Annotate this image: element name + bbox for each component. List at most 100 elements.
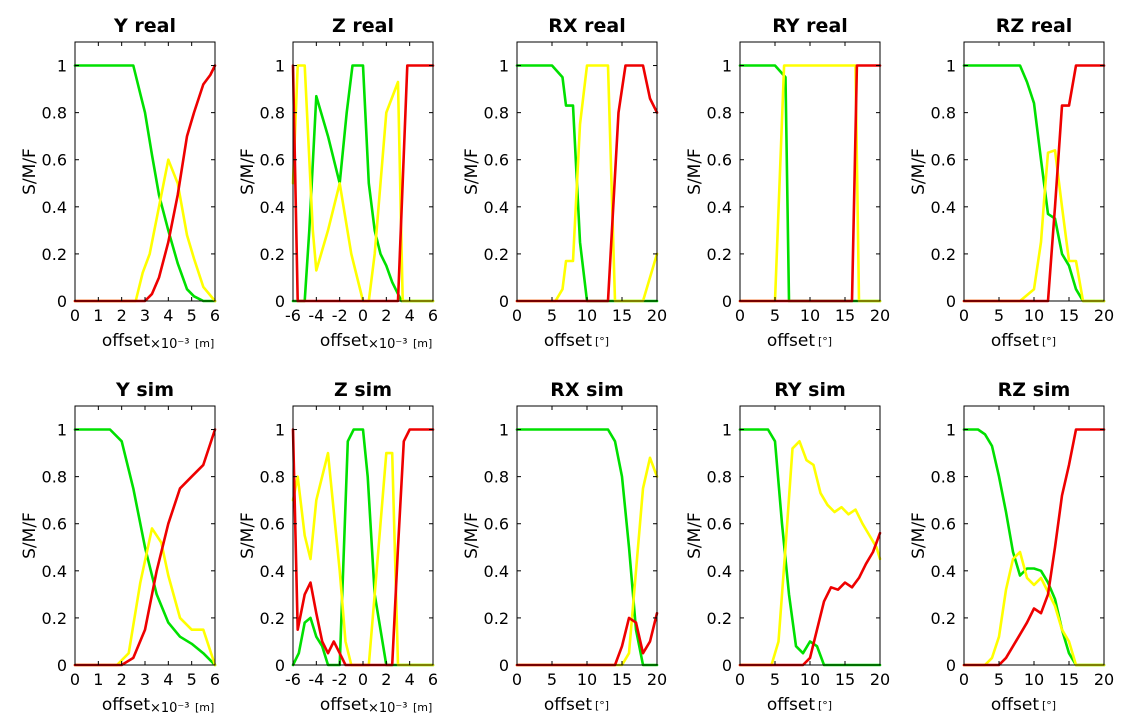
x-tick-label: 0 — [735, 670, 745, 689]
y-axis-label: S/M/F — [238, 512, 258, 559]
x-axis-label: offset — [544, 331, 592, 351]
y-tick-label: 0.2 — [931, 245, 956, 264]
x-tick-label: 20 — [1094, 306, 1114, 325]
y-tick-label: 0.6 — [260, 151, 285, 170]
x-tick-label: 0 — [959, 670, 969, 689]
x-tick-label: 1 — [93, 670, 103, 689]
x-tick-label: 4 — [163, 670, 173, 689]
x-axis-label: offset — [544, 695, 592, 715]
y-tick-label: 1 — [57, 57, 67, 76]
y-tick-label: 1 — [499, 57, 509, 76]
x-tick-label: 20 — [647, 306, 667, 325]
x-tick-label: 0 — [512, 306, 522, 325]
x-tick-label: 4 — [405, 306, 415, 325]
y-tick-label: 0.6 — [931, 515, 956, 534]
series-line-2 — [738, 531, 882, 667]
series-line-0 — [73, 428, 217, 667]
x-tick-label: 15 — [612, 670, 632, 689]
y-tick-label: 0.4 — [42, 198, 67, 217]
x-tick-label: 15 — [1059, 306, 1079, 325]
x-tick-label: 5 — [187, 670, 197, 689]
x-tick-label: 6 — [428, 670, 438, 689]
series-line-2 — [73, 428, 217, 667]
series-line-1 — [515, 64, 659, 303]
x-tick-label: 0 — [358, 306, 368, 325]
series-line-1 — [291, 451, 435, 667]
y-tick-label: 0.2 — [42, 609, 67, 628]
x-axis-unit: [°] — [1042, 335, 1056, 348]
x-tick-label: 3 — [140, 306, 150, 325]
y-tick-label: 0.2 — [484, 245, 509, 264]
y-tick-label: 0 — [722, 292, 732, 311]
x-axis-label: offset — [102, 695, 150, 715]
y-axis-label: S/M/F — [909, 512, 929, 559]
y-tick-label: 0.6 — [260, 515, 285, 534]
y-tick-label: 0.8 — [484, 104, 509, 123]
x-tick-label: 2 — [381, 670, 391, 689]
x-tick-label: 5 — [994, 670, 1004, 689]
y-tick-label: 0.8 — [260, 468, 285, 487]
y-axis-label: S/M/F — [20, 148, 40, 195]
y-tick-label: 0.8 — [707, 104, 732, 123]
axes-frame — [516, 41, 658, 302]
x-tick-label: 1 — [93, 306, 103, 325]
y-tick-label: 0 — [275, 656, 285, 675]
series-line-1 — [962, 149, 1106, 303]
y-tick-label: 0 — [722, 656, 732, 675]
x-tick-label: 5 — [770, 306, 780, 325]
x-axis-multiplier: ×10⁻³ — [368, 701, 408, 716]
y-tick-label: 1 — [499, 421, 509, 440]
y-tick-label: 1 — [722, 57, 732, 76]
x-tick-label: 15 — [1059, 670, 1079, 689]
series-line-0 — [73, 64, 217, 303]
x-tick-label: -4 — [308, 670, 324, 689]
x-tick-label: 20 — [647, 670, 667, 689]
x-axis-unit: [°] — [595, 699, 609, 712]
x-tick-label: 10 — [1024, 306, 1044, 325]
series-line-1 — [73, 158, 217, 303]
x-tick-label: 0 — [70, 306, 80, 325]
series-line-2 — [291, 64, 435, 303]
y-tick-label: 0.4 — [42, 562, 67, 581]
x-tick-label: -6 — [285, 306, 301, 325]
y-tick-label: 0.2 — [484, 609, 509, 628]
x-axis-unit: [°] — [818, 699, 832, 712]
y-tick-label: 1 — [722, 421, 732, 440]
y-tick-label: 0.4 — [707, 562, 732, 581]
series-line-0 — [738, 428, 882, 667]
x-axis-unit: [m] — [413, 337, 432, 350]
y-tick-label: 0.2 — [931, 609, 956, 628]
y-tick-label: 0 — [57, 656, 67, 675]
x-tick-label: 0 — [735, 306, 745, 325]
x-axis-label: offset — [320, 695, 368, 715]
y-tick-label: 1 — [57, 421, 67, 440]
subplot-z-sim: 00.20.40.60.81-6 -4 -2 0 2 4 6Z simS/M/Foffset… — [238, 379, 438, 716]
y-tick-label: 0.4 — [931, 562, 956, 581]
series-line-0 — [291, 64, 435, 303]
y-tick-label: 0.4 — [707, 198, 732, 217]
y-tick-label: 1 — [946, 421, 956, 440]
y-tick-label: 0.8 — [484, 468, 509, 487]
x-tick-label: 15 — [835, 306, 855, 325]
subplot-title: RZ real — [996, 15, 1073, 37]
x-tick-label: 2 — [117, 306, 127, 325]
y-axis-label: S/M/F — [685, 512, 705, 559]
y-tick-label: 1 — [275, 57, 285, 76]
x-tick-label: -6 — [285, 670, 301, 689]
x-tick-label: 15 — [612, 306, 632, 325]
subplot-title: RZ sim — [998, 379, 1071, 401]
x-tick-label: 10 — [800, 306, 820, 325]
subplot-title: Z sim — [334, 379, 392, 401]
y-axis-label: S/M/F — [685, 148, 705, 195]
series-line-2 — [515, 64, 659, 303]
y-tick-label: 1 — [946, 57, 956, 76]
y-tick-label: 0.8 — [42, 104, 67, 123]
subplot-title: RX sim — [550, 379, 624, 401]
x-axis-label: offset — [320, 331, 368, 351]
